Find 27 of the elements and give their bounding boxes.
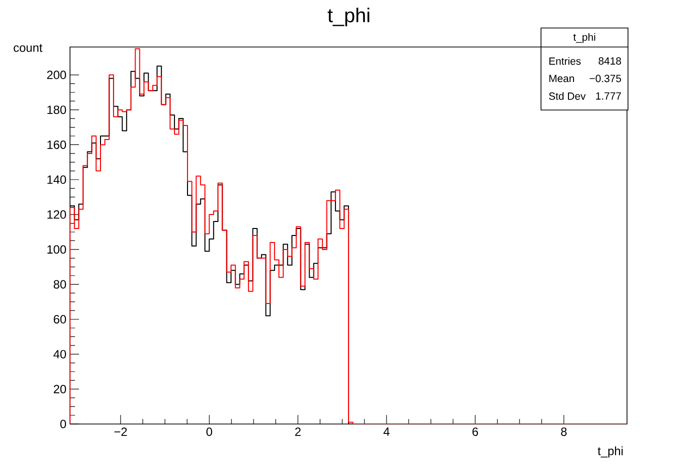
y-axis-title: count — [14, 44, 42, 52]
x-tick-label: 4 — [384, 428, 390, 436]
x-tick-label: −2 — [114, 428, 127, 436]
annotation: 1.777 — [596, 92, 621, 100]
annotation: −0.375 — [590, 74, 622, 82]
x-tick-label: 0 — [206, 428, 212, 436]
x-tick-label: 8 — [561, 428, 567, 436]
y-tick-label: 20 — [54, 384, 66, 394]
x-tick-label: 2 — [295, 428, 301, 436]
x-tick-label: 6 — [472, 428, 478, 436]
y-tick-label: 80 — [54, 280, 66, 289]
annotation: 8418 — [598, 57, 622, 65]
chart-title: t_phi — [328, 8, 370, 26]
y-tick-label: 0 — [60, 420, 66, 428]
y-tick-label: 60 — [54, 315, 66, 324]
x-axis-title: t_phi — [598, 446, 623, 458]
text: t_phi — [573, 33, 596, 43]
y-tick-label: 100 — [47, 245, 66, 254]
y-tick-label: 160 — [47, 140, 66, 149]
y-tick-label: 140 — [47, 175, 66, 184]
y-tick-label: 40 — [53, 350, 66, 358]
annotation: Entries — [549, 57, 581, 65]
annotation: Mean — [549, 74, 574, 82]
y-tick-label: 120 — [47, 210, 66, 219]
annotation: Std Dev — [548, 92, 586, 100]
y-tick-label: 200 — [47, 70, 66, 80]
y-tick-label: 180 — [47, 106, 66, 114]
